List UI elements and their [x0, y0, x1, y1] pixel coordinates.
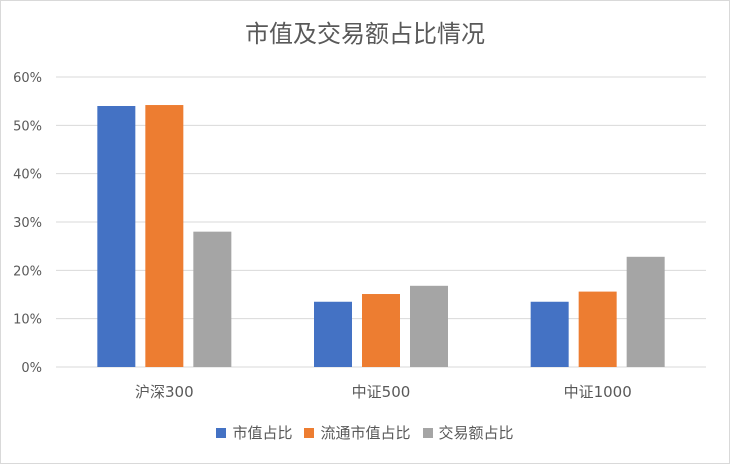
- bar: [145, 105, 184, 368]
- legend: 市值占比 流通市值占比 交易额占比: [0, 422, 730, 443]
- y-tick-label: 0%: [21, 361, 42, 376]
- x-tick-label: 中证500: [352, 383, 411, 401]
- bar: [97, 106, 136, 367]
- legend-label-turnover: 交易额占比: [438, 424, 514, 442]
- bar: [314, 301, 352, 367]
- legend-label-float-cap: 流通市值占比: [320, 424, 411, 442]
- legend-item-market-cap: 市值占比: [216, 422, 292, 443]
- bar: [193, 231, 232, 367]
- legend-swatch-market-cap: [216, 427, 227, 438]
- bar: [578, 291, 617, 367]
- y-tick-label: 60%: [13, 71, 42, 86]
- y-tick-label: 10%: [13, 313, 42, 328]
- x-tick-label: 沪深300: [135, 383, 194, 401]
- bar: [626, 256, 665, 367]
- legend-swatch-float-cap: [304, 427, 315, 438]
- legend-swatch-turnover: [422, 427, 433, 438]
- bar: [530, 301, 569, 367]
- y-tick-label: 30%: [13, 216, 42, 231]
- legend-item-turnover: 交易额占比: [422, 422, 514, 443]
- chart-title: 市值及交易额占比情况: [245, 20, 485, 48]
- y-tick-label: 20%: [13, 264, 42, 279]
- legend-label-market-cap: 市值占比: [232, 424, 293, 442]
- bar: [362, 294, 400, 367]
- y-tick-label: 40%: [13, 168, 42, 183]
- bar: [410, 285, 448, 367]
- legend-item-float-cap: 流通市值占比: [304, 422, 411, 443]
- y-tick-label: 50%: [13, 119, 42, 134]
- x-tick-label: 中证1000: [564, 383, 632, 401]
